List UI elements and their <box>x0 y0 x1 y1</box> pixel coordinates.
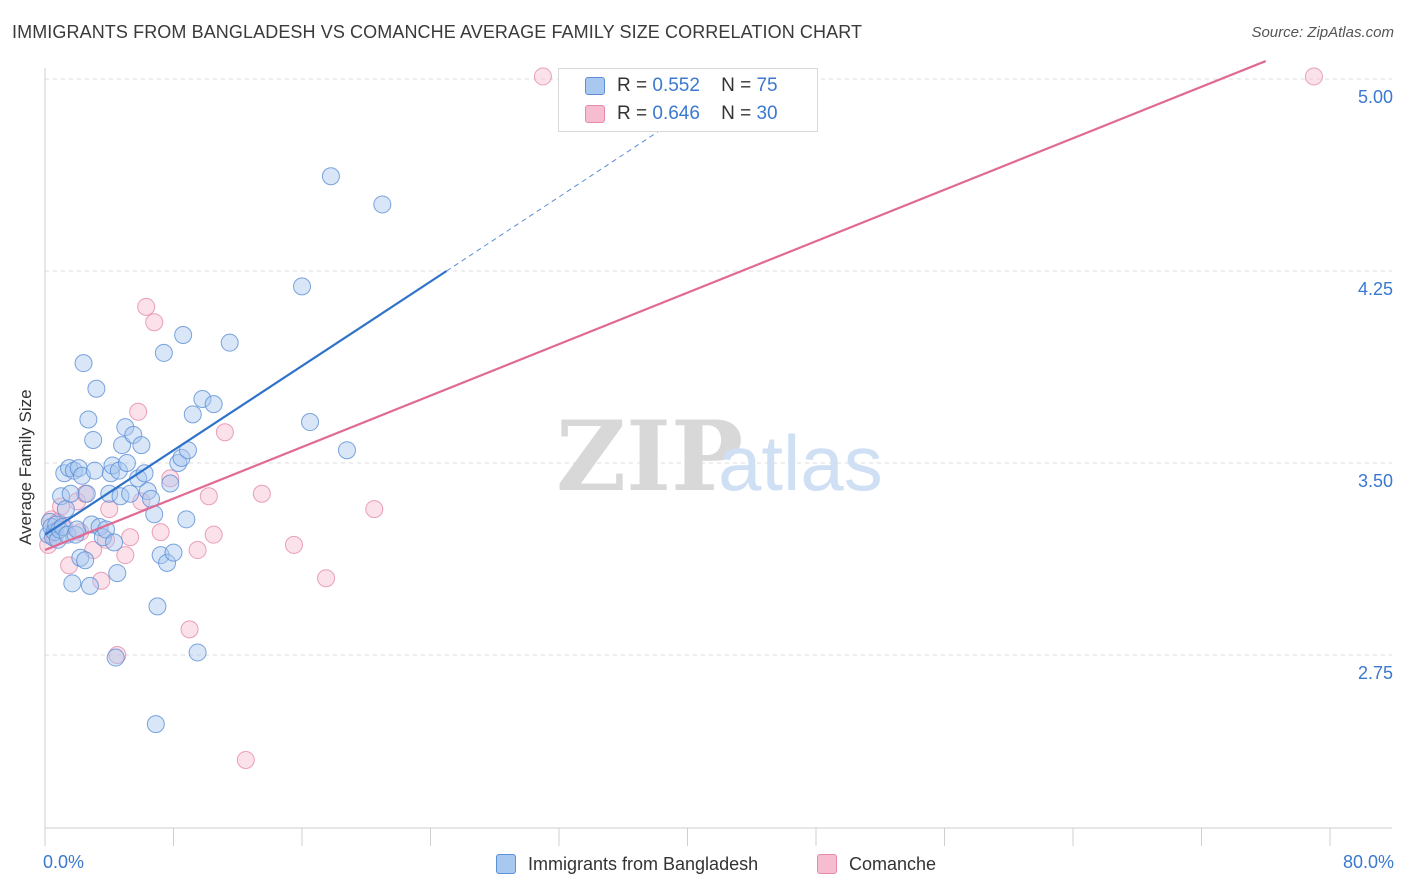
r-label: R = <box>617 75 648 96</box>
data-point-bangladesh <box>293 277 311 296</box>
data-point-bangladesh <box>161 474 180 493</box>
data-point-comanche <box>116 546 135 565</box>
data-point-bangladesh <box>121 484 140 503</box>
data-point-bangladesh <box>77 484 96 503</box>
n-value: 75 <box>756 75 778 96</box>
data-point-bangladesh <box>169 454 188 472</box>
legend-item-comanche: Comanche <box>817 852 936 876</box>
y-axis-label: Average Family Size <box>16 389 35 545</box>
data-point-bangladesh <box>132 436 151 455</box>
data-point-bangladesh <box>148 597 167 616</box>
watermark-atlas: atlas <box>718 419 883 507</box>
data-point-bangladesh <box>373 195 392 214</box>
data-point-comanche <box>92 571 111 590</box>
watermark-zip: ZIP <box>556 400 743 513</box>
data-point-comanche <box>252 484 271 503</box>
data-point-bangladesh <box>106 648 125 667</box>
source-label: Source: ZipAtlas.com <box>1251 24 1394 41</box>
data-point-comanche <box>365 500 384 519</box>
data-point-bangladesh <box>80 576 99 595</box>
data-point-bangladesh <box>154 343 173 362</box>
data-point-comanche <box>121 528 140 547</box>
pink-swatch <box>585 105 605 123</box>
x-tick-max: 80.0% <box>1342 852 1394 872</box>
stats-row-comanche: R = 0.646 N = 30 <box>585 103 778 125</box>
blue-swatch <box>585 77 605 95</box>
n-label: N = <box>721 75 752 96</box>
data-point-bangladesh <box>76 551 95 570</box>
data-point-bangladesh <box>74 354 93 373</box>
data-point-comanche <box>284 535 303 554</box>
stats-legend: R = 0.552 N = 75 R = 0.646 N = 30 <box>558 68 818 132</box>
data-point-bangladesh <box>220 333 239 352</box>
data-point-bangladesh <box>172 448 191 467</box>
data-point-comanche <box>151 523 170 542</box>
data-point-bangladesh <box>87 379 106 398</box>
legend-label-comanche: Comanche <box>849 853 937 874</box>
data-point-comanche <box>161 469 180 488</box>
data-point-comanche <box>317 569 336 588</box>
data-point-bangladesh <box>56 500 75 519</box>
data-point-bangladesh <box>84 430 103 449</box>
data-point-bangladesh <box>113 436 132 455</box>
data-point-bangladesh <box>183 405 202 424</box>
trend-line-comanche <box>44 60 1267 552</box>
data-point-comanche <box>1304 67 1323 86</box>
data-point-bangladesh <box>79 410 98 429</box>
y-tick-label: 4.25 <box>1358 279 1393 299</box>
data-point-bangladesh <box>321 167 340 186</box>
data-point-comanche <box>180 620 199 639</box>
data-point-comanche <box>100 500 119 519</box>
data-point-comanche <box>188 541 207 560</box>
data-point-bangladesh <box>174 326 193 344</box>
data-point-comanche <box>204 525 223 544</box>
data-point-bangladesh <box>108 564 127 583</box>
pink-legend-swatch <box>817 854 837 874</box>
data-point-bangladesh <box>301 413 320 432</box>
data-point-bangladesh <box>105 533 124 552</box>
data-point-comanche <box>236 750 255 769</box>
y-tick-label: 3.50 <box>1358 471 1393 491</box>
stats-row-bangladesh: R = 0.552 N = 75 <box>585 75 778 97</box>
data-point-bangladesh <box>146 715 165 734</box>
trend-extension-bangladesh <box>446 111 688 272</box>
data-point-bangladesh <box>61 484 80 503</box>
y-tick-label: 2.75 <box>1358 663 1393 683</box>
r-value: 0.552 <box>652 75 700 96</box>
legend-item-bangladesh: Immigrants from Bangladesh <box>496 852 758 876</box>
trend-line-bangladesh <box>44 270 448 536</box>
r-value: 0.646 <box>652 103 700 124</box>
blue-legend-swatch <box>496 854 516 874</box>
r-label: R = <box>617 103 648 124</box>
data-point-comanche <box>199 487 218 506</box>
data-point-comanche <box>129 402 148 421</box>
data-point-bangladesh <box>193 390 212 408</box>
data-point-comanche <box>215 423 234 442</box>
data-point-bangladesh <box>85 461 104 480</box>
n-value: 30 <box>756 103 778 124</box>
data-point-bangladesh <box>177 510 196 529</box>
data-point-comanche <box>52 497 71 516</box>
data-point-bangladesh <box>188 643 207 662</box>
data-point-comanche <box>137 297 156 316</box>
data-point-bangladesh <box>164 543 183 562</box>
x-tick-min: 0.0% <box>43 852 85 872</box>
n-label: N = <box>721 103 752 124</box>
data-point-comanche <box>533 67 552 86</box>
data-point-bangladesh <box>71 548 90 567</box>
data-point-bangladesh <box>135 464 154 483</box>
data-point-bangladesh <box>63 574 82 593</box>
data-point-bangladesh <box>337 441 356 460</box>
y-tick-label: 5.00 <box>1358 87 1393 107</box>
data-point-comanche <box>145 313 164 332</box>
legend-label-bangladesh: Immigrants from Bangladesh <box>528 853 759 874</box>
data-point-bangladesh <box>158 553 177 572</box>
chart-title: IMMIGRANTS FROM BANGLADESH VS COMANCHE A… <box>12 22 863 42</box>
data-point-bangladesh <box>117 454 136 472</box>
data-point-bangladesh <box>204 395 223 414</box>
